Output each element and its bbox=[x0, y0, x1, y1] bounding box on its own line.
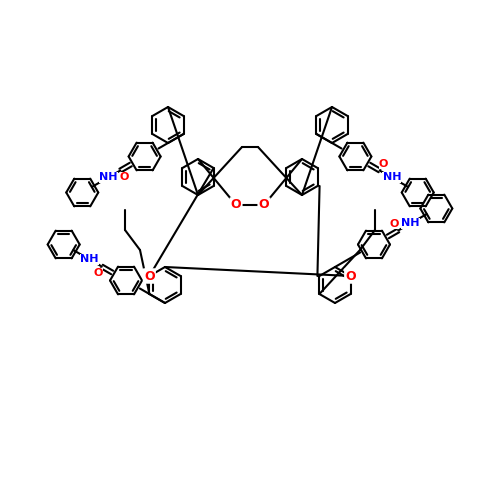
Text: O: O bbox=[379, 158, 388, 168]
Text: O: O bbox=[230, 198, 241, 211]
Text: O: O bbox=[346, 270, 356, 282]
Text: NH: NH bbox=[382, 172, 401, 182]
Text: O: O bbox=[258, 198, 270, 211]
Text: NH: NH bbox=[401, 218, 419, 228]
Text: NH: NH bbox=[99, 172, 117, 182]
Text: NH: NH bbox=[80, 254, 99, 264]
Text: O: O bbox=[93, 268, 102, 278]
Text: O: O bbox=[120, 172, 129, 182]
Text: O: O bbox=[144, 270, 154, 282]
Text: O: O bbox=[390, 218, 399, 228]
